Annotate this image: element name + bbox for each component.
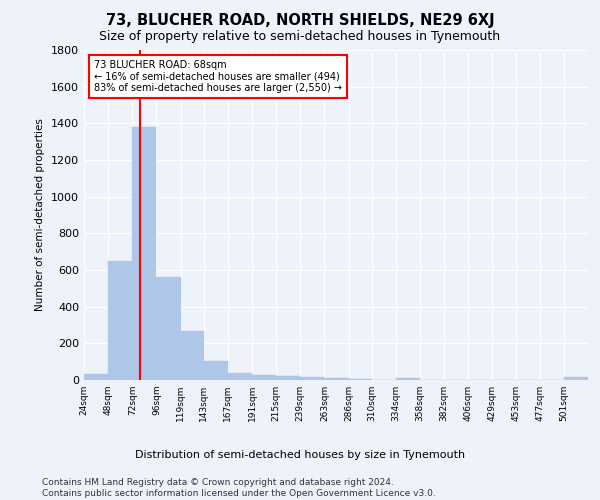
Bar xyxy=(181,330,204,380)
Text: 73, BLUCHER ROAD, NORTH SHIELDS, NE29 6XJ: 73, BLUCHER ROAD, NORTH SHIELDS, NE29 6X… xyxy=(106,12,494,28)
Bar xyxy=(325,378,349,380)
Bar xyxy=(300,376,325,380)
Bar xyxy=(132,127,157,380)
Bar xyxy=(84,374,108,380)
Bar xyxy=(228,373,252,380)
Text: Size of property relative to semi-detached houses in Tynemouth: Size of property relative to semi-detach… xyxy=(100,30,500,43)
Bar xyxy=(108,261,132,380)
Bar xyxy=(157,278,181,380)
Bar xyxy=(349,379,372,380)
Bar xyxy=(204,361,228,380)
Bar xyxy=(396,378,420,380)
Bar xyxy=(276,376,300,380)
Bar xyxy=(252,376,276,380)
Text: Contains HM Land Registry data © Crown copyright and database right 2024.
Contai: Contains HM Land Registry data © Crown c… xyxy=(42,478,436,498)
Text: Distribution of semi-detached houses by size in Tynemouth: Distribution of semi-detached houses by … xyxy=(135,450,465,460)
Bar xyxy=(564,376,588,380)
Text: 73 BLUCHER ROAD: 68sqm
← 16% of semi-detached houses are smaller (494)
83% of se: 73 BLUCHER ROAD: 68sqm ← 16% of semi-det… xyxy=(94,60,342,93)
Y-axis label: Number of semi-detached properties: Number of semi-detached properties xyxy=(35,118,46,312)
